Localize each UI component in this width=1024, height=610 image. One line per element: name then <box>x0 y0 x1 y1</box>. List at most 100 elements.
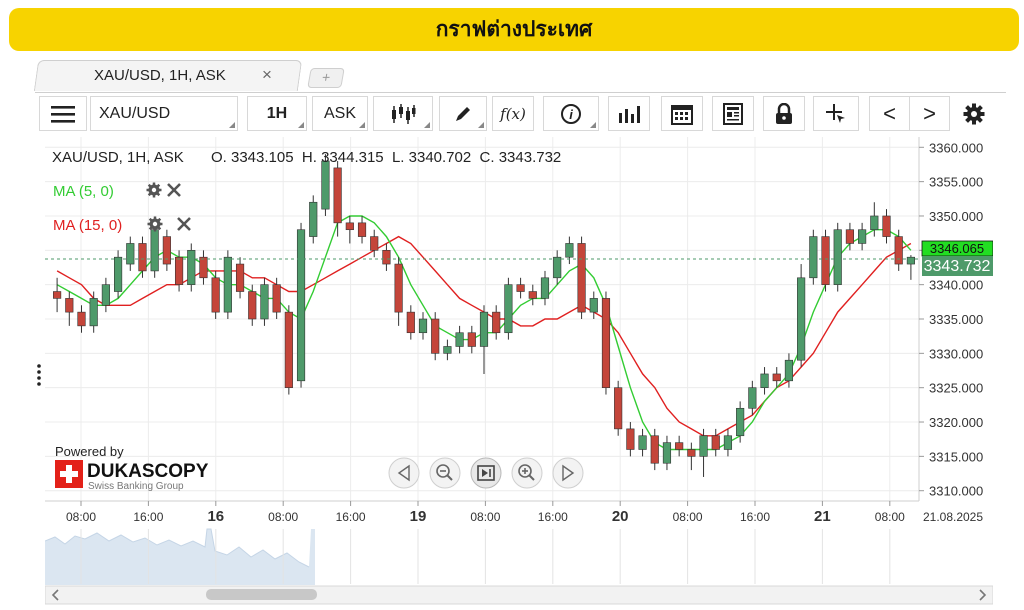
info-button[interactable]: i <box>543 96 599 131</box>
y-tick-label: 3315.000 <box>929 449 983 464</box>
panel-resize-handle[interactable] <box>36 362 42 386</box>
tab-label[interactable]: XAU/USD, 1H, ASK <box>94 67 226 84</box>
candle-body <box>211 277 220 313</box>
ma15-gear-icon[interactable] <box>147 216 163 232</box>
candle <box>504 277 513 340</box>
candle <box>675 435 684 457</box>
candle <box>370 229 379 258</box>
x-tick-label: 16:00 <box>740 510 770 524</box>
page-title-bar: กราฟต่างประเทศ <box>9 8 1019 51</box>
price-chart[interactable]: 3360.0003355.0003350.0003345.0003340.000… <box>45 137 993 607</box>
candle-body <box>345 222 354 231</box>
x-tick-label: 16:00 <box>538 510 568 524</box>
y-tick-label: 3325.000 <box>929 381 983 396</box>
x-tick-label: 08:00 <box>673 510 703 524</box>
volume-button[interactable] <box>608 96 650 131</box>
y-axis: 3360.0003355.0003350.0003345.0003340.000… <box>918 137 983 501</box>
pencil-icon <box>456 106 470 121</box>
candle <box>553 250 562 285</box>
candle-body <box>199 256 208 279</box>
dukascopy-logo: DUKASCOPY Swiss Banking Group <box>55 460 209 492</box>
horizontal-scrollbar[interactable] <box>45 585 993 605</box>
candle-body <box>126 243 135 265</box>
candle <box>760 367 769 395</box>
candle-body <box>711 435 720 450</box>
add-tab-button[interactable]: + <box>307 68 345 88</box>
candle <box>309 195 318 244</box>
scroll-right-arrow-icon[interactable] <box>979 589 987 601</box>
candle <box>174 250 184 292</box>
candle-body <box>309 201 318 237</box>
scroll-left-button[interactable]: < <box>869 96 910 131</box>
x-tick-label: 08:00 <box>268 510 298 524</box>
nav-fit-button[interactable] <box>470 457 502 489</box>
calendar-button[interactable] <box>661 96 703 131</box>
nav-prev-button[interactable] <box>388 457 420 489</box>
lock-button[interactable] <box>763 96 805 131</box>
tab-close-icon[interactable]: × <box>262 65 272 84</box>
candle <box>845 222 854 251</box>
nav-zoom-in-button[interactable] <box>511 457 543 489</box>
ma5-close-icon[interactable] <box>167 183 181 197</box>
candle-body <box>614 387 623 430</box>
candle <box>53 277 62 313</box>
scroll-left-arrow-icon[interactable] <box>51 589 59 601</box>
indicators-button[interactable]: f(x) <box>492 96 534 131</box>
candle <box>882 209 891 244</box>
settings-button[interactable] <box>956 96 992 131</box>
candle <box>431 312 440 361</box>
candle <box>736 401 745 443</box>
overview-panel[interactable] <box>45 527 993 585</box>
candle-body <box>406 311 415 334</box>
x-axis-band <box>45 501 993 527</box>
candle <box>662 435 672 471</box>
candle-body <box>333 167 342 224</box>
nav-zoom-out-button[interactable] <box>429 457 461 489</box>
candle-body <box>504 284 513 334</box>
candle <box>723 428 733 457</box>
ma5-gear-icon[interactable] <box>146 182 162 198</box>
candle <box>101 277 110 313</box>
candle <box>272 277 281 319</box>
candle <box>797 264 806 368</box>
crosshair-button[interactable] <box>813 96 859 131</box>
chart-type-button[interactable] <box>373 96 433 131</box>
news-button[interactable] <box>712 96 754 131</box>
side-select[interactable]: ASK <box>312 96 368 131</box>
candlestick-icon <box>392 103 416 124</box>
candle-body <box>370 236 379 251</box>
candle <box>162 229 171 271</box>
candle <box>870 202 879 237</box>
candle-body <box>467 332 476 347</box>
candle <box>284 305 293 395</box>
candle <box>748 380 757 416</box>
nav-next-button[interactable] <box>552 457 584 489</box>
x-tick-label: 21.08.2025 <box>923 510 983 524</box>
candle-body <box>516 284 525 292</box>
y-tick-label: 3350.000 <box>929 209 983 224</box>
menu-button[interactable] <box>39 96 87 131</box>
powered-by-text: Powered by <box>55 444 124 459</box>
scrollbar-thumb[interactable] <box>206 589 317 600</box>
ma15-value: 3346.065 <box>930 241 984 256</box>
chevron-right-icon: > <box>923 100 936 126</box>
scroll-right-button[interactable]: > <box>909 96 950 131</box>
chart-instrument: XAU/USD, 1H, ASK <box>52 149 184 166</box>
candle-body <box>138 243 147 272</box>
candle <box>821 229 830 292</box>
candle-body <box>784 359 794 382</box>
candle <box>443 339 452 361</box>
hamburger-icon <box>51 105 75 123</box>
draw-button[interactable] <box>439 96 487 131</box>
logo-tagline: Swiss Banking Group <box>88 481 184 492</box>
candle-body <box>260 284 269 320</box>
candle <box>382 243 391 271</box>
instrument-select[interactable]: XAU/USD <box>90 96 238 131</box>
candle <box>772 367 781 388</box>
candle-body <box>736 407 745 437</box>
zoom-out-icon <box>436 464 450 478</box>
ma15-close-icon[interactable] <box>177 217 191 231</box>
period-select[interactable]: 1H <box>247 96 307 131</box>
candle <box>589 291 598 319</box>
candle-body <box>89 298 98 327</box>
